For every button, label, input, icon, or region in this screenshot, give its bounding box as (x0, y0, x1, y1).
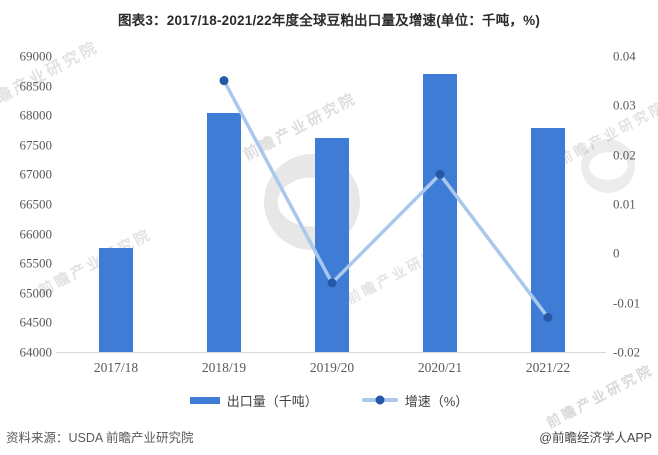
bar-2018-19 (207, 113, 241, 352)
x-axis-label-2018-19: 2018/19 (201, 360, 247, 375)
footer: 资料来源：USDA 前瞻产业研究院 @前瞻经济学人APP (6, 427, 652, 446)
y-axis-left-tick-label: 69000 (19, 48, 53, 64)
bar-2021-22 (531, 127, 565, 352)
y-axis-left-tick-label: 66500 (19, 196, 53, 212)
y-axis-left-tick-label: 67000 (19, 166, 53, 182)
x-axis-label-2020-21: 2020/21 (417, 360, 463, 375)
app-credit: @前瞻经济学人APP (539, 431, 652, 445)
y-axis-right-tick-label: 0 (613, 245, 620, 261)
y-axis-right-tick-label: 0.01 (613, 196, 636, 212)
trend-line (222, 78, 550, 320)
x-axis-label-2019-20: 2019/20 (309, 360, 355, 375)
y-axis-right-tick-label: -0.01 (613, 295, 641, 311)
legend-line-marker-icon (375, 395, 385, 405)
legend-item-export-volume: 出口量（千吨） (189, 391, 318, 410)
y-axis-left-tick-label: 68000 (19, 107, 53, 123)
chart-title: 图表3：2017/18-2021/22年度全球豆粕出口量及增速(单位：千吨，%) (117, 13, 541, 28)
y-axis-left-tick-label: 68500 (19, 78, 53, 94)
source-note: 资料来源：USDA 前瞻产业研究院 (6, 431, 194, 445)
bar-2020-21 (423, 73, 457, 352)
y-axis-left-tick-label: 65000 (19, 285, 53, 301)
legend-bar-swatch (189, 396, 220, 404)
legend-bar-label: 出口量（千吨） (226, 393, 318, 409)
y-axis-left-tick-label: 67500 (19, 137, 53, 153)
bar-2017-18 (99, 248, 133, 352)
y-axis-right-tick-label: 0.02 (613, 147, 636, 163)
y-axis-right-tick-label: 0.04 (613, 48, 636, 64)
legend-line-label: 增速（%） (404, 393, 469, 409)
x-axis-baseline (56, 352, 606, 353)
x-axis-label-2021-22: 2021/22 (525, 360, 571, 375)
y-axis-left-tick-label: 64500 (19, 314, 53, 330)
data-point-marker (219, 76, 229, 86)
legend-item-growth-rate: 增速（%） (361, 391, 469, 410)
legend: 出口量（千吨） 增速（%） (0, 391, 658, 409)
bar-2019-20 (315, 138, 349, 352)
legend-line-swatch (361, 395, 398, 405)
y-axis-right-tick-label: 0.03 (613, 97, 636, 113)
y-axis-left-tick-label: 65500 (19, 255, 53, 271)
y-axis-left-tick-label: 64000 (19, 344, 53, 360)
y-axis-left-tick-label: 66000 (19, 226, 53, 242)
y-axis-right-tick-label: -0.02 (613, 344, 641, 360)
x-axis-label-2017-18: 2017/18 (93, 360, 139, 375)
